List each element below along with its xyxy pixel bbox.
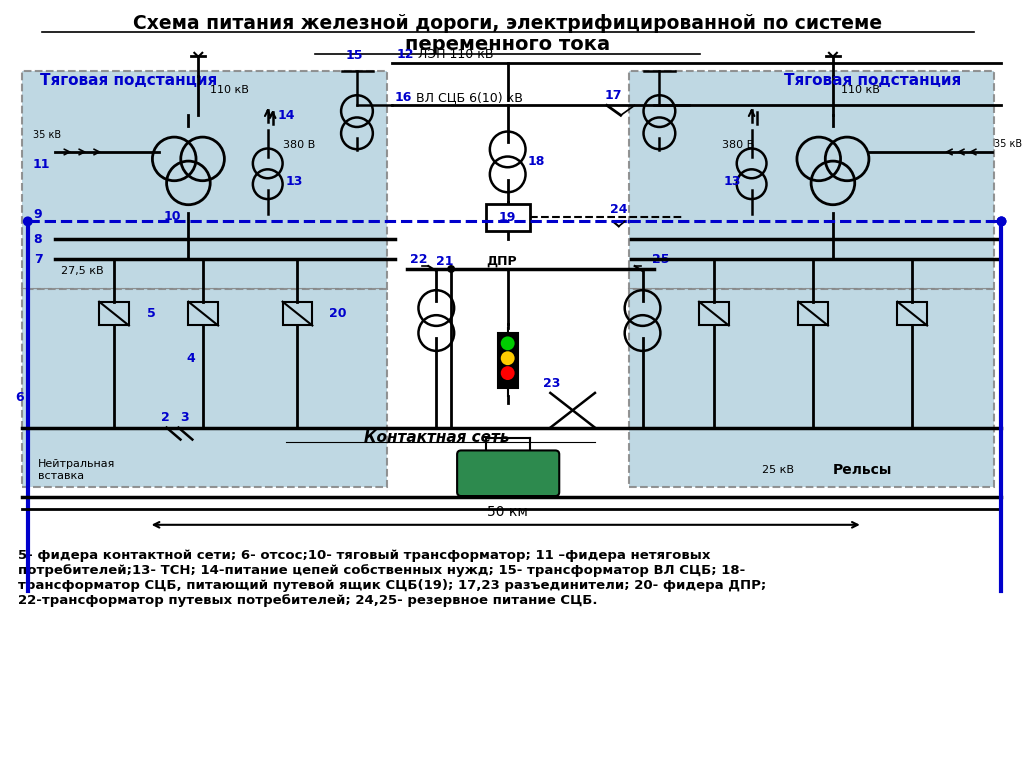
Text: 16: 16 <box>394 91 412 104</box>
Text: 17: 17 <box>605 89 623 102</box>
Text: 4: 4 <box>186 352 196 365</box>
Circle shape <box>447 265 455 273</box>
Text: 25 кВ: 25 кВ <box>762 465 794 475</box>
Bar <box>799 302 828 326</box>
Text: 50 км: 50 км <box>487 505 528 519</box>
Text: 35 кВ: 35 кВ <box>993 139 1022 149</box>
Text: 27,5 кВ: 27,5 кВ <box>61 266 104 276</box>
Text: 3: 3 <box>180 411 189 424</box>
Bar <box>485 204 529 231</box>
Circle shape <box>501 336 515 350</box>
Text: Тяговая подстанция: Тяговая подстанция <box>784 73 962 88</box>
Text: 12: 12 <box>396 48 414 61</box>
Text: ДПР: ДПР <box>485 254 516 267</box>
Text: 24: 24 <box>610 203 628 216</box>
Text: 110 кВ: 110 кВ <box>210 85 249 95</box>
Text: 11: 11 <box>33 158 50 171</box>
Text: ВЛ СЦБ 6(10) кВ: ВЛ СЦБ 6(10) кВ <box>417 91 523 104</box>
Text: 2: 2 <box>161 411 169 424</box>
Text: 9: 9 <box>34 208 42 221</box>
Text: 22: 22 <box>410 253 427 266</box>
Text: 20: 20 <box>329 307 347 320</box>
Text: 380 В: 380 В <box>722 140 754 150</box>
Text: 14: 14 <box>278 109 295 122</box>
Circle shape <box>996 217 1007 227</box>
Text: 5- фидера контактной сети; 6- отсос;10- тяговый трансформатор; 11 –фидера нетяго: 5- фидера контактной сети; 6- отсос;10- … <box>17 548 766 607</box>
Text: ЭПС: ЭПС <box>494 467 522 480</box>
Circle shape <box>996 217 1007 227</box>
Text: 13: 13 <box>724 175 741 188</box>
Bar <box>498 333 517 388</box>
FancyBboxPatch shape <box>22 289 387 487</box>
Circle shape <box>501 366 515 380</box>
Text: 15: 15 <box>345 49 362 62</box>
Bar <box>699 302 729 326</box>
Text: Контактная сеть: Контактная сеть <box>364 430 509 445</box>
Text: Рельсы: Рельсы <box>833 463 892 477</box>
Bar <box>99 302 129 326</box>
Text: Тяговая подстанция: Тяговая подстанция <box>40 73 217 88</box>
Bar <box>283 302 312 326</box>
Text: 18: 18 <box>527 155 545 168</box>
Text: 380 В: 380 В <box>283 140 314 150</box>
FancyBboxPatch shape <box>629 289 993 487</box>
Text: 25: 25 <box>652 253 670 266</box>
Text: 21: 21 <box>436 254 454 267</box>
Text: 6: 6 <box>15 392 24 405</box>
Text: 10: 10 <box>164 210 181 223</box>
Bar <box>897 302 927 326</box>
Text: 8: 8 <box>34 233 42 246</box>
Text: 35 кВ: 35 кВ <box>33 130 60 140</box>
Text: 23: 23 <box>544 376 561 389</box>
Circle shape <box>501 351 515 365</box>
Text: 13: 13 <box>286 175 303 188</box>
Text: 7: 7 <box>34 253 42 266</box>
FancyBboxPatch shape <box>22 71 387 289</box>
Text: Нейтральная
вставка: Нейтральная вставка <box>38 459 115 481</box>
FancyBboxPatch shape <box>457 451 559 496</box>
Circle shape <box>23 217 33 227</box>
Bar <box>188 302 218 326</box>
FancyBboxPatch shape <box>629 71 993 289</box>
Text: Схема питания железной дороги, электрифицированной по системе: Схема питания железной дороги, электрифи… <box>133 14 883 32</box>
Text: ЛЭП 110 кВ: ЛЭП 110 кВ <box>419 48 494 61</box>
Text: 19: 19 <box>499 211 516 224</box>
Text: 5: 5 <box>146 307 156 320</box>
Text: 110 кВ: 110 кВ <box>841 85 880 95</box>
Text: переменного тока: переменного тока <box>406 35 610 55</box>
